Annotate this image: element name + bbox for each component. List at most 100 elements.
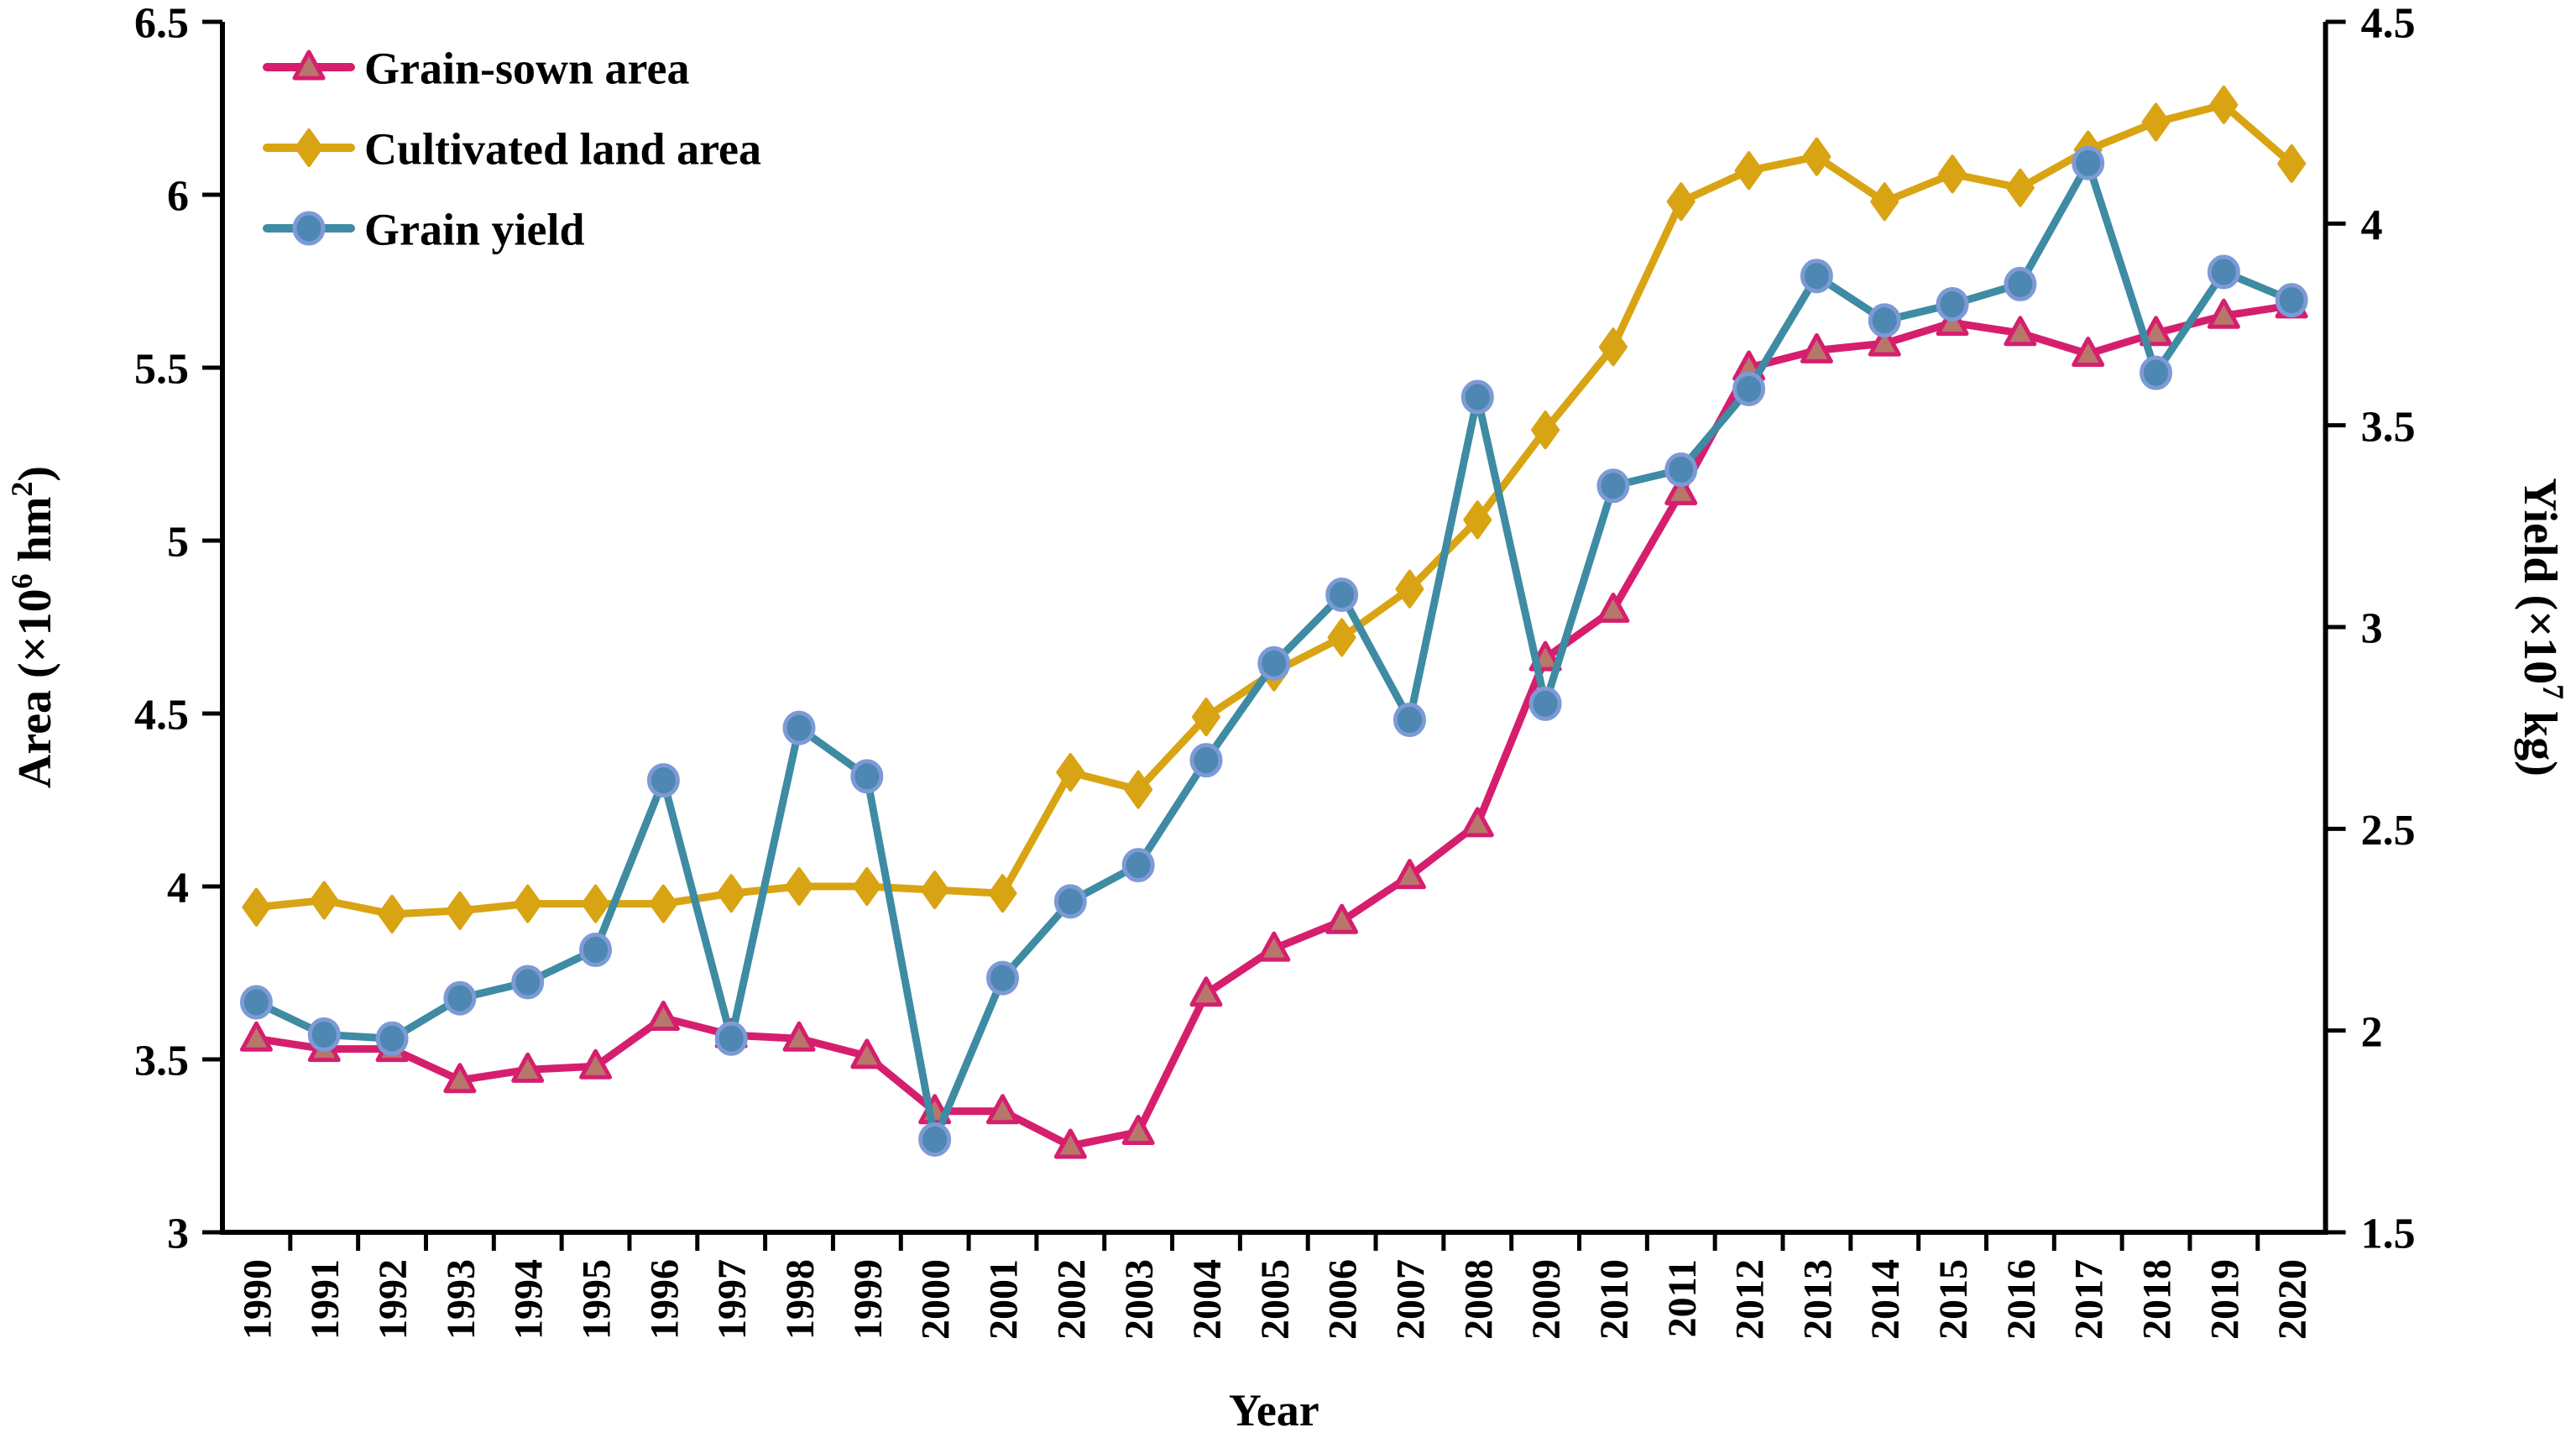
x-tick-label: 1991 (303, 1259, 347, 1340)
x-tick-label: 2015 (1931, 1259, 1976, 1340)
marker-triangle (986, 1094, 1019, 1125)
left-tick-label: 3 (167, 1210, 189, 1258)
marker-triangle (1460, 807, 1494, 838)
marker-circle (239, 985, 273, 1020)
left-axis-title-part: hm (9, 497, 61, 574)
marker-diamond (513, 884, 542, 923)
marker-diamond (988, 874, 1017, 913)
marker-diamond (1598, 327, 1628, 367)
x-tick-label: 1990 (235, 1259, 280, 1340)
left-axis-title-part: Area (×10 (9, 588, 61, 788)
marker-diamond (852, 867, 881, 906)
marker-circle (782, 710, 816, 745)
right-tick-label: 3.5 (2361, 403, 2416, 451)
x-tick-label: 2016 (1999, 1259, 2044, 1340)
marker-diamond (378, 894, 407, 933)
left-axis-title-sup: 2 (5, 482, 39, 497)
marker-triangle (1325, 903, 1359, 934)
marker-diamond (1395, 569, 1424, 609)
legend: Grain-sown area Cultivated land area Grain… (263, 43, 761, 254)
left-axis-title: Area (×106 hm2) (5, 466, 61, 788)
left-axis-title-part: ) (9, 466, 61, 482)
right-tick-label: 3 (2361, 605, 2383, 653)
marker-triangle (1800, 332, 1833, 363)
x-tick-label: 1998 (778, 1259, 823, 1340)
right-axis-title-part: kg) (2514, 699, 2566, 776)
marker-circle (1121, 848, 1155, 883)
legend-label: Cultivated land area (364, 123, 761, 174)
marker-circle (2207, 254, 2240, 290)
marker-triangle (1189, 976, 1223, 1007)
marker-triangle (443, 1063, 477, 1094)
left-tick-label: 4.5 (134, 692, 189, 740)
marker-circle (1800, 259, 1833, 294)
marker-diamond (295, 128, 323, 167)
marker-circle (307, 1017, 341, 1052)
marker-circle (511, 965, 545, 1000)
marker-diamond (1191, 698, 1220, 737)
x-tick-label: 1999 (846, 1259, 891, 1340)
marker-diamond (1938, 154, 1967, 194)
series-grain-sown-area (239, 288, 2308, 1159)
marker-circle (1732, 371, 1766, 406)
marker-circle (850, 759, 884, 794)
marker-circle (714, 1021, 748, 1056)
marker-circle (918, 1121, 952, 1157)
left-tick-label: 6 (167, 173, 189, 221)
left-axis-title-sup: 6 (5, 573, 39, 588)
marker-triangle (239, 1021, 273, 1052)
marker-circle (1868, 303, 1901, 338)
legend-item-1: Grain-sown area (263, 43, 690, 93)
marker-circle (579, 933, 613, 968)
left-tick-label: 5.5 (134, 346, 189, 394)
marker-diamond (1802, 137, 1831, 176)
marker-diamond (1056, 753, 1085, 792)
marker-circle (1596, 468, 1630, 504)
x-tick-label: 2007 (1388, 1259, 1433, 1340)
right-tick-label: 2 (2361, 1008, 2383, 1056)
x-tick-label: 2009 (1524, 1259, 1569, 1340)
marker-circle (1664, 452, 1698, 488)
marker-diamond (1463, 500, 1492, 540)
x-tick-label: 2006 (1321, 1259, 1366, 1340)
marker-triangle (292, 50, 326, 81)
legend-label: Grain yield (364, 204, 585, 254)
marker-diamond (445, 891, 474, 930)
marker-triangle (511, 1052, 545, 1083)
legend-item-2: Cultivated land area (263, 123, 761, 174)
marker-circle (985, 960, 1019, 996)
marker-triangle (579, 1048, 613, 1080)
legend-label: Grain-sown area (364, 43, 690, 93)
marker-triangle (2004, 316, 2037, 347)
marker-circle (2004, 266, 2037, 301)
x-tick-label: 2008 (1456, 1259, 1501, 1340)
x-tick-label: 2000 (914, 1259, 959, 1340)
left-axis: 6.5 6 5.5 5 4.5 4 3.5 3 (134, 0, 222, 1258)
x-tick-label: 1993 (439, 1259, 483, 1340)
marker-diamond (2141, 102, 2171, 142)
x-tick-label: 1995 (575, 1259, 619, 1340)
x-tick-labels: 1990 1991 1992 1993 1994 1995 1996 1997 1998 1999… (235, 1259, 2315, 1340)
x-tick-label: 1994 (507, 1259, 551, 1340)
right-tick-label: 4 (2361, 201, 2383, 249)
marker-circle (292, 211, 326, 246)
series-grain-yield (239, 145, 2308, 1157)
marker-diamond (649, 884, 678, 923)
marker-circle (443, 980, 477, 1016)
x-tick-label: 2011 (1660, 1259, 1705, 1337)
marker-circle (2275, 283, 2308, 318)
x-axis (288, 1232, 2260, 1251)
marker-triangle (1257, 931, 1291, 962)
marker-triangle (1121, 1115, 1155, 1146)
marker-triangle (2072, 337, 2105, 368)
left-tick-label: 3.5 (134, 1038, 189, 1085)
legend-item-3: Grain yield (263, 204, 585, 254)
x-tick-label: 2003 (1117, 1259, 1162, 1340)
marker-diamond (717, 874, 746, 913)
x-tick-label: 2004 (1185, 1259, 1230, 1340)
x-tick-label: 1992 (371, 1259, 415, 1340)
marker-triangle (2140, 316, 2173, 347)
marker-diamond (920, 871, 949, 910)
marker-diamond (242, 887, 271, 927)
